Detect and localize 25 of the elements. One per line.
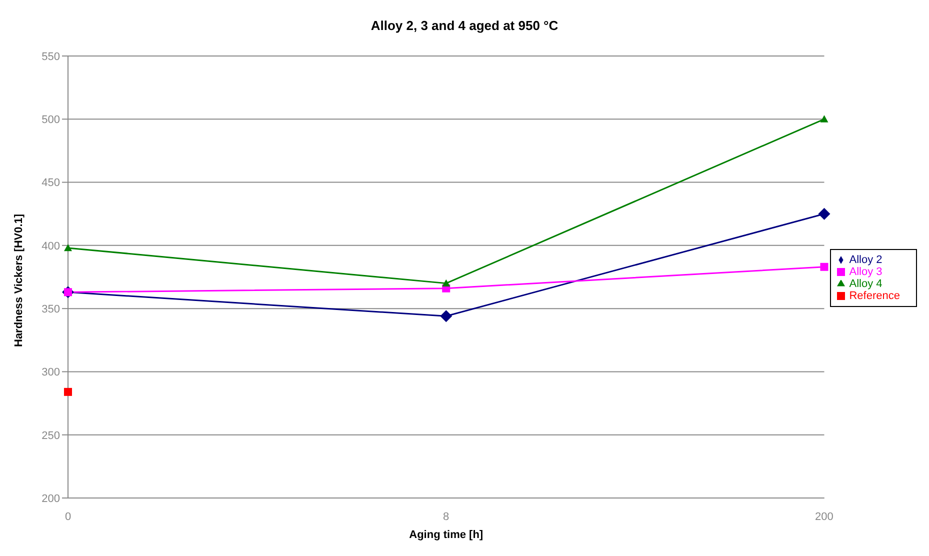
point — [820, 115, 828, 122]
x-tick-label: 200 — [815, 510, 834, 523]
y-tick-label: 250 — [42, 430, 60, 442]
point — [440, 310, 452, 322]
point — [64, 388, 72, 396]
y-tick-label: 350 — [42, 303, 60, 316]
y-tick-label: 450 — [42, 177, 60, 190]
x-tick-label: 8 — [443, 510, 450, 523]
y-axis-title: Hardness Vickers [HV0.1] — [12, 214, 25, 347]
legend-label: Alloy 2 — [849, 254, 882, 266]
legend-label: Reference — [849, 290, 900, 302]
y-tick-label: 550 — [42, 50, 60, 63]
legend-label: Alloy 4 — [849, 278, 882, 290]
y-tick-label: 300 — [42, 366, 60, 379]
y-tick-label: 400 — [42, 240, 60, 252]
point — [818, 208, 830, 220]
chart-title: Alloy 2, 3 and 4 aged at 950 °C — [370, 18, 560, 33]
x-tick-label: 0 — [64, 510, 72, 523]
y-tick-label: 500 — [42, 114, 60, 126]
x-axis-title: Aging time [h] — [409, 529, 484, 541]
point — [64, 244, 72, 252]
point — [442, 279, 450, 287]
y-tick-label: 200 — [42, 492, 60, 505]
legend-label: Alloy 3 — [849, 266, 882, 278]
point — [820, 262, 828, 271]
